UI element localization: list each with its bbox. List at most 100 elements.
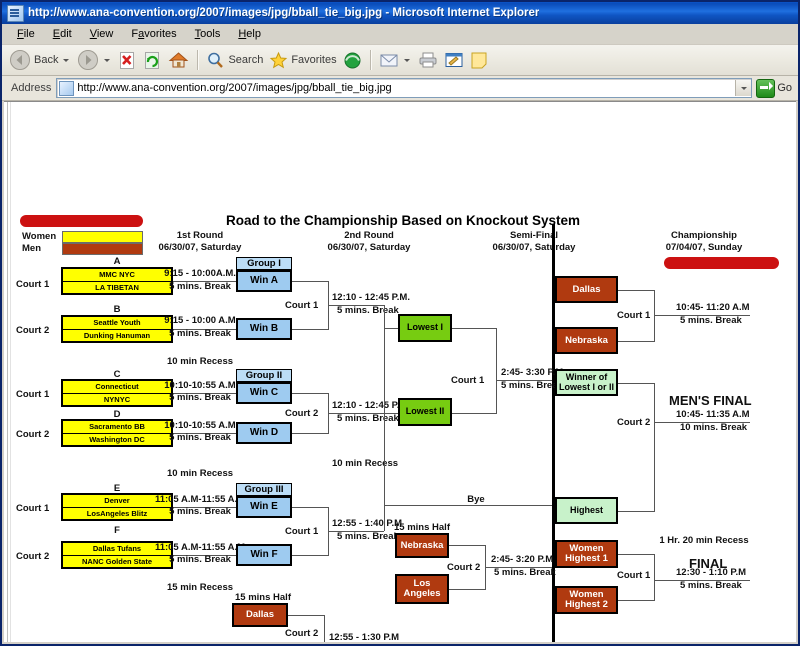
mail-button[interactable] bbox=[376, 47, 415, 73]
join-i-top bbox=[292, 281, 328, 282]
men-r2-out bbox=[485, 567, 552, 568]
col1-date: 06/30/07, Saturday bbox=[158, 242, 242, 253]
win-b-box[interactable]: Win B bbox=[236, 318, 292, 340]
men-r1-time: 12:55 - 1:30 P.M bbox=[329, 632, 400, 642]
address-input[interactable]: http://www.ana-convention.org/2007/image… bbox=[56, 78, 753, 98]
print-icon bbox=[419, 52, 437, 68]
group-b-label: B bbox=[113, 304, 121, 315]
team-e1: Denver bbox=[63, 495, 171, 507]
history-button[interactable] bbox=[340, 47, 365, 73]
home-button[interactable] bbox=[165, 47, 192, 73]
connector-c bbox=[173, 393, 236, 394]
recess-4: 10 min Recess bbox=[331, 458, 399, 469]
refresh-button[interactable] bbox=[140, 47, 165, 73]
final-bottom bbox=[618, 600, 654, 601]
champ-men-team1[interactable]: Dallas bbox=[555, 276, 618, 303]
win-e-box[interactable]: Win E bbox=[236, 496, 292, 518]
lowest2-link bbox=[384, 413, 398, 414]
go-button[interactable]: Go bbox=[752, 78, 796, 98]
champ-men-vert bbox=[654, 290, 655, 342]
win-d-box[interactable]: Win D bbox=[236, 422, 292, 444]
mens-final-time: 10:45- 11:35 A.M bbox=[676, 409, 750, 420]
match-d-box: Sacramento BB Washington DC bbox=[61, 419, 173, 447]
col2-date: 06/30/07, Saturday bbox=[327, 242, 411, 253]
men-r1-team1[interactable]: Dallas bbox=[232, 603, 288, 627]
time-r2-1: 12:10 - 12:45 P.M. bbox=[332, 292, 410, 303]
court-label-a: Court 1 bbox=[16, 279, 50, 290]
menu-bar: File Edit View Favorites Tools Help bbox=[2, 24, 798, 45]
match-c-box: Connecticut NYNYC bbox=[61, 379, 173, 407]
champ-men-bottom bbox=[618, 341, 654, 342]
go-arrow-icon bbox=[756, 78, 776, 98]
col3-name: Semi-Final bbox=[509, 230, 559, 241]
final-team1[interactable]: Women Highest 1 bbox=[555, 540, 618, 568]
connector-f bbox=[173, 555, 236, 556]
team-a2: LA TIBETAN bbox=[63, 282, 171, 293]
print-button[interactable] bbox=[415, 47, 441, 73]
menu-tools[interactable]: Tools bbox=[194, 28, 221, 40]
highest-box[interactable]: Highest bbox=[555, 497, 618, 524]
col2-name: 2nd Round bbox=[344, 230, 394, 241]
chevron-down-icon bbox=[740, 86, 747, 90]
semi-bottom-link bbox=[452, 413, 496, 414]
team-a1: MMC NYC bbox=[63, 269, 171, 281]
men-r2-team2[interactable]: Los Angeles bbox=[395, 574, 449, 604]
menu-help[interactable]: Help bbox=[238, 28, 261, 40]
lowest1-link bbox=[384, 328, 398, 329]
semi-top-link bbox=[452, 328, 496, 329]
mens-final-court: Court 2 bbox=[617, 417, 651, 428]
lowest-i-box[interactable]: Lowest I bbox=[398, 314, 452, 342]
back-dropdown-icon[interactable] bbox=[63, 58, 70, 62]
forward-icon bbox=[78, 50, 99, 70]
diagram-title: Road to the Championship Based on Knocko… bbox=[225, 213, 581, 228]
team-b2: Dunking Hanuman bbox=[63, 330, 171, 341]
final-team2[interactable]: Women Highest 2 bbox=[555, 586, 618, 614]
col1-name: 1st Round bbox=[176, 230, 224, 241]
col3-date: 06/30/07, Saturday bbox=[492, 242, 576, 253]
stop-button[interactable] bbox=[115, 47, 140, 73]
mail-dropdown-icon[interactable] bbox=[403, 58, 410, 62]
match-f-box: Dallas Tufans NANC Golden State bbox=[61, 541, 173, 569]
browser-toolbar: Back bbox=[2, 45, 798, 76]
edit-button[interactable] bbox=[441, 47, 467, 73]
lowest-spine bbox=[384, 328, 385, 531]
men-r2-break: 5 mins. Break bbox=[494, 567, 556, 578]
back-button[interactable]: Back bbox=[6, 47, 74, 73]
note-button[interactable] bbox=[467, 47, 491, 73]
winner-lowest-box[interactable]: Winner of Lowest I or II bbox=[555, 369, 618, 396]
search-button[interactable]: Search bbox=[203, 47, 266, 73]
time-b: 9:15 - 10:00 A.M bbox=[164, 315, 236, 326]
forward-button[interactable] bbox=[74, 47, 115, 73]
page-left-rule-2 bbox=[10, 102, 11, 642]
final-team2-label: Women Highest 2 bbox=[565, 589, 608, 610]
address-label: Address bbox=[11, 82, 52, 94]
win-c-box[interactable]: Win C bbox=[236, 382, 292, 404]
refresh-icon bbox=[145, 51, 160, 69]
men-r1-court: Court 2 bbox=[285, 628, 319, 639]
toolbar-separator-2 bbox=[369, 50, 371, 70]
group-a-label: A bbox=[113, 256, 121, 267]
champ-men-team2[interactable]: Nebraska bbox=[555, 327, 618, 354]
final-out bbox=[654, 580, 750, 581]
break-b: 5 mins. Break bbox=[169, 328, 231, 339]
men-r1-vert bbox=[324, 615, 325, 642]
address-dropdown-button[interactable] bbox=[735, 80, 752, 96]
men-r2-team1[interactable]: Nebraska bbox=[395, 533, 449, 558]
men-r2-time: 2:45- 3:20 P.M bbox=[491, 554, 554, 565]
team-e2: LosAngeles Blitz bbox=[63, 508, 171, 519]
address-bar: Address http://www.ana-convention.org/20… bbox=[2, 76, 798, 101]
connector-a bbox=[173, 281, 236, 282]
lowest-ii-box[interactable]: Lowest II bbox=[398, 398, 452, 426]
menu-edit[interactable]: Edit bbox=[52, 28, 72, 40]
time-d: 10:10-10:55 A.M bbox=[164, 420, 236, 431]
favorites-button[interactable]: Favorites bbox=[266, 47, 339, 73]
menu-favorites[interactable]: Favorites bbox=[131, 28, 177, 40]
win-a-box[interactable]: Win A bbox=[236, 270, 292, 292]
mens-final-top bbox=[618, 383, 654, 384]
menu-file[interactable]: File bbox=[17, 28, 35, 40]
break-a: 5 mins. Break bbox=[169, 281, 231, 292]
forward-dropdown-icon[interactable] bbox=[104, 58, 111, 62]
win-f-box[interactable]: Win F bbox=[236, 544, 292, 566]
menu-view[interactable]: View bbox=[89, 28, 114, 40]
